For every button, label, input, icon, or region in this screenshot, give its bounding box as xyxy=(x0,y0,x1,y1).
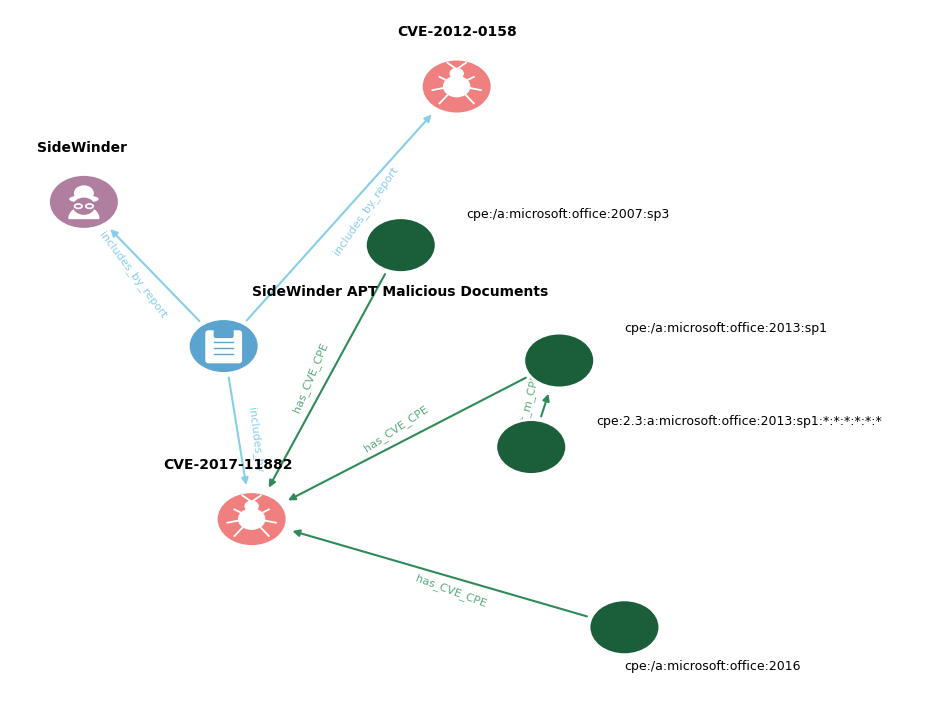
Circle shape xyxy=(216,492,287,547)
Text: has_CVE_CPE: has_CVE_CPE xyxy=(291,340,330,414)
Circle shape xyxy=(444,76,470,97)
Circle shape xyxy=(365,218,436,273)
Wedge shape xyxy=(69,207,99,218)
Text: cpe:/a:microsoft:office:2007:sp3: cpe:/a:microsoft:office:2007:sp3 xyxy=(466,208,669,221)
Ellipse shape xyxy=(70,196,98,202)
FancyBboxPatch shape xyxy=(214,328,233,337)
FancyBboxPatch shape xyxy=(206,331,241,363)
Circle shape xyxy=(74,198,94,214)
Circle shape xyxy=(524,333,595,388)
Circle shape xyxy=(188,319,259,373)
Text: cpe:2.3:a:microsoft:office:2013:sp1:*:*:*:*:*:*: cpe:2.3:a:microsoft:office:2013:sp1:*:*:… xyxy=(596,415,883,428)
Text: SideWinder APT Malicious Documents: SideWinder APT Malicious Documents xyxy=(252,285,548,299)
Circle shape xyxy=(450,68,463,79)
Circle shape xyxy=(245,501,258,511)
Circle shape xyxy=(496,420,567,474)
Text: cpe:/a:microsoft:office:2013:sp1: cpe:/a:microsoft:office:2013:sp1 xyxy=(624,322,828,335)
Text: CVE-2017-11882: CVE-2017-11882 xyxy=(163,458,293,472)
Circle shape xyxy=(75,186,93,200)
Text: includes_by: includes_by xyxy=(246,407,266,473)
Text: ⚹: ⚹ xyxy=(78,190,89,208)
Circle shape xyxy=(589,600,660,655)
Circle shape xyxy=(48,174,119,229)
Text: cpe:/a:microsoft:office:2016: cpe:/a:microsoft:office:2016 xyxy=(624,660,801,673)
Text: CVE-2012-0158: CVE-2012-0158 xyxy=(397,25,516,40)
Circle shape xyxy=(239,509,265,529)
Text: Elt_m_CPE: Elt_m_CPE xyxy=(516,371,541,430)
Text: includes_by_report: includes_by_report xyxy=(98,229,170,320)
Circle shape xyxy=(421,59,492,114)
Text: has_CVE_CPE: has_CVE_CPE xyxy=(362,404,431,454)
Text: has_CVE_CPE: has_CVE_CPE xyxy=(414,572,487,609)
Text: includes_by_report: includes_by_report xyxy=(331,164,400,257)
Text: SideWinder: SideWinder xyxy=(37,141,128,155)
